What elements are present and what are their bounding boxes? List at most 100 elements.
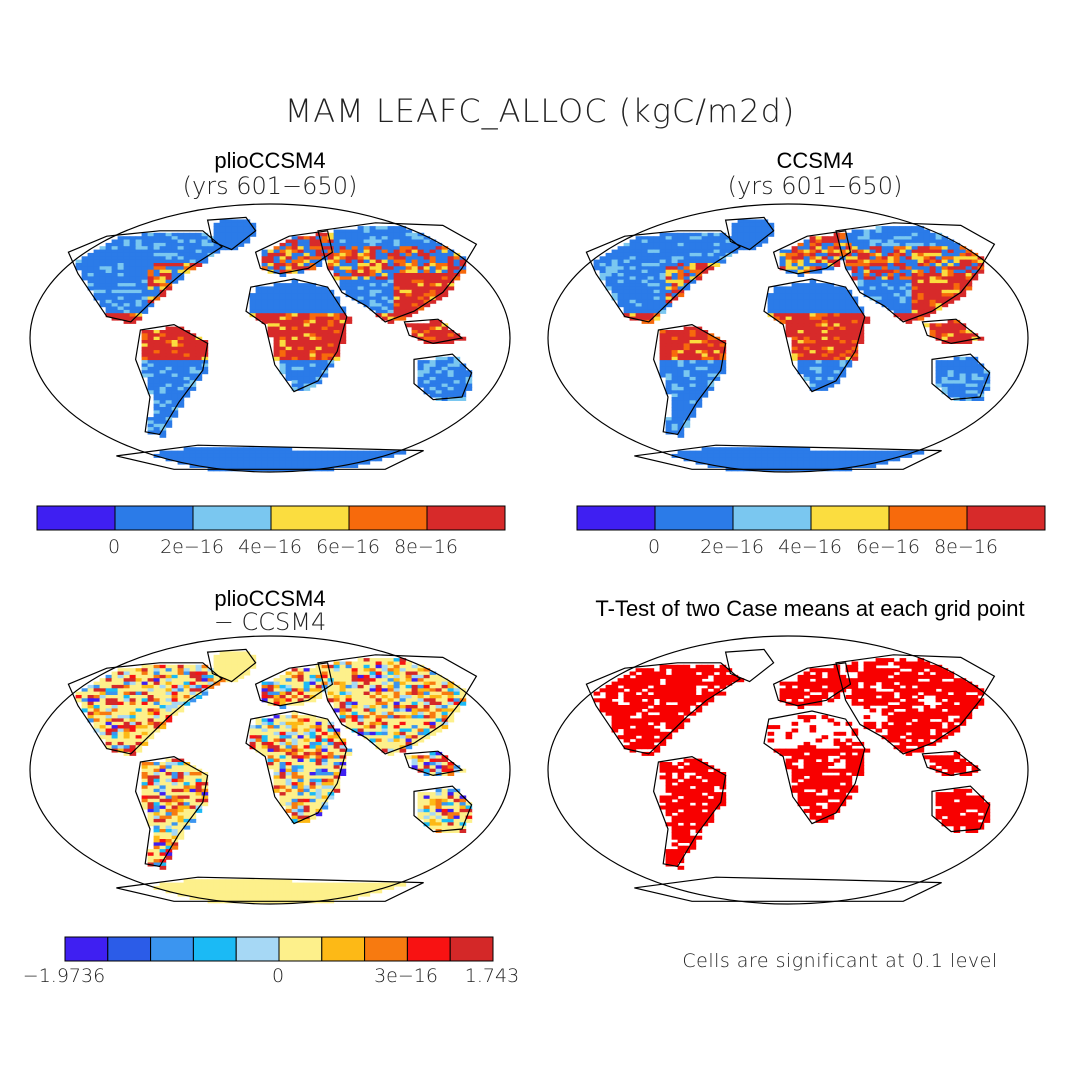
grid-cell bbox=[827, 457, 835, 462]
grid-cell bbox=[599, 259, 607, 264]
grid-cell bbox=[321, 453, 329, 458]
grid-cell bbox=[827, 309, 835, 314]
grid-cell bbox=[387, 256, 395, 261]
grid-cell bbox=[135, 728, 143, 733]
grid-cell bbox=[243, 222, 251, 227]
grid-cell bbox=[165, 701, 173, 706]
grid-cell bbox=[683, 276, 691, 281]
grid-cell bbox=[701, 353, 709, 358]
grid-cell bbox=[465, 380, 473, 385]
grid-cell bbox=[393, 239, 401, 244]
grid-cell bbox=[629, 263, 637, 267]
grid-cell bbox=[129, 249, 137, 254]
grid-cell bbox=[803, 259, 811, 264]
grid-cell bbox=[429, 390, 437, 395]
grid-cell bbox=[189, 664, 197, 669]
grid-cell bbox=[959, 273, 967, 277]
grid-cell bbox=[459, 380, 467, 385]
grid-cell bbox=[953, 366, 961, 371]
grid-cell bbox=[285, 457, 293, 462]
grid-cell bbox=[785, 450, 793, 455]
grid-cell bbox=[411, 236, 419, 241]
grid-cell bbox=[267, 316, 275, 321]
grid-cell bbox=[965, 370, 973, 375]
grid-cell bbox=[869, 249, 877, 254]
grid-cell bbox=[911, 306, 919, 311]
grid-cell bbox=[665, 293, 673, 298]
grid-cell bbox=[947, 333, 955, 338]
grid-cell bbox=[435, 252, 443, 257]
grid-cell bbox=[183, 246, 191, 251]
grid-cell bbox=[857, 266, 865, 271]
grid-cell bbox=[833, 330, 841, 334]
grid-cell bbox=[953, 363, 961, 368]
grid-cell bbox=[839, 232, 847, 237]
grid-cell bbox=[441, 336, 449, 341]
grid-cell bbox=[351, 705, 359, 709]
grid-cell bbox=[267, 681, 275, 686]
grid-cell bbox=[887, 303, 895, 308]
grid-cell bbox=[459, 691, 467, 696]
grid-cell bbox=[111, 249, 119, 254]
grid-cell bbox=[839, 236, 847, 241]
grid-cell bbox=[809, 333, 817, 338]
grid-cell bbox=[303, 715, 311, 720]
grid-cell bbox=[165, 386, 173, 391]
grid-cell bbox=[405, 283, 413, 288]
grid-cell bbox=[99, 283, 107, 288]
grid-cell bbox=[869, 296, 877, 301]
grid-cell bbox=[363, 658, 371, 663]
grid-cell bbox=[291, 259, 299, 264]
grid-cell bbox=[339, 695, 347, 699]
grid-cell bbox=[345, 266, 353, 271]
grid-cell bbox=[303, 303, 311, 308]
grid-cell bbox=[315, 239, 323, 244]
grid-cell bbox=[315, 668, 323, 673]
grid-cell bbox=[803, 293, 811, 298]
grid-cell bbox=[147, 242, 155, 247]
grid-cell bbox=[435, 688, 443, 693]
grid-cell bbox=[719, 363, 727, 368]
grid-cell bbox=[135, 263, 143, 267]
grid-cell bbox=[159, 360, 167, 365]
grid-cell bbox=[779, 303, 787, 308]
grid-cell bbox=[369, 273, 377, 277]
grid-cell bbox=[839, 336, 847, 341]
grid-cell bbox=[321, 353, 329, 358]
grid-cell bbox=[123, 263, 131, 267]
grid-cell bbox=[147, 259, 155, 264]
grid-cell bbox=[189, 386, 197, 391]
grid-cell bbox=[249, 654, 257, 659]
grid-cell bbox=[381, 674, 389, 679]
grid-cell bbox=[291, 330, 299, 334]
grid-cell bbox=[423, 678, 431, 683]
grid-cell bbox=[141, 293, 149, 298]
grid-cell bbox=[345, 671, 353, 676]
grid-cell bbox=[809, 360, 817, 365]
grid-cell bbox=[441, 715, 449, 720]
grid-cell bbox=[117, 728, 125, 733]
grid-cell bbox=[429, 269, 437, 274]
grid-cell bbox=[315, 731, 323, 736]
grid-cell bbox=[447, 356, 455, 361]
grid-cell bbox=[911, 269, 919, 274]
grid-cell bbox=[285, 296, 293, 301]
grid-cell bbox=[917, 286, 925, 291]
grid-cell bbox=[171, 373, 179, 378]
grid-cell bbox=[731, 450, 739, 455]
grid-cell bbox=[93, 296, 101, 301]
grid-cell bbox=[665, 353, 673, 358]
grid-cell bbox=[629, 252, 637, 257]
grid-cell bbox=[303, 735, 311, 740]
grid-cell bbox=[357, 246, 365, 251]
grid-cell bbox=[435, 263, 443, 267]
grid-cell bbox=[135, 715, 143, 720]
grid-cell bbox=[899, 313, 907, 318]
grid-cell bbox=[429, 333, 437, 338]
grid-cell bbox=[641, 299, 649, 304]
grid-cell bbox=[177, 263, 185, 267]
grid-cell bbox=[231, 664, 239, 669]
grid-cell bbox=[791, 350, 799, 355]
grid-cell bbox=[677, 373, 685, 378]
grid-cell bbox=[117, 259, 125, 264]
